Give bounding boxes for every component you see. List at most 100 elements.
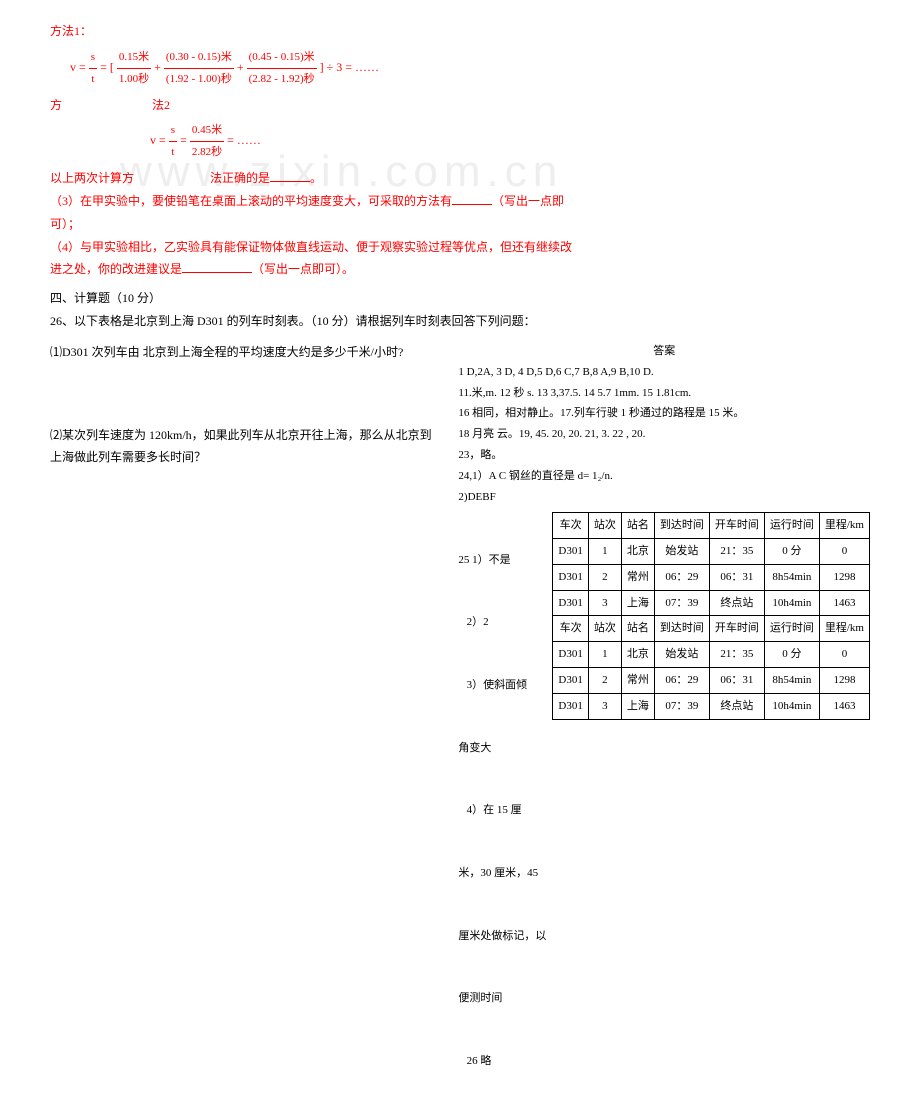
table-cell: 上海 xyxy=(621,590,654,616)
blank-2 xyxy=(452,193,492,205)
table-cell: 始发站 xyxy=(654,538,709,564)
answers-title: 答案 xyxy=(458,341,870,362)
table-cell: 0 分 xyxy=(764,642,819,668)
table-row: D3011北京始发站21：350 分0 xyxy=(553,642,870,668)
table-cell: 06：31 xyxy=(709,564,764,590)
table-cell: 8h54min xyxy=(764,564,819,590)
table-cell: 0 分 xyxy=(764,538,819,564)
table-header-cell: 站次 xyxy=(588,512,621,538)
q26-2: ⑵某次列车速度为 120km/h，如果此列车从北京开往上海，那么从北京到上海做此… xyxy=(50,424,440,470)
table-header-cell: 车次 xyxy=(553,616,588,642)
table-header-cell: 站名 xyxy=(621,512,654,538)
q4c: （写出一点即可）。 xyxy=(252,262,354,276)
method2-row: 方 法2 xyxy=(50,94,870,117)
ans-l1: 1 D,2A, 3 D, 4 D,5 D,6 C,7 B,8 A,9 B,10 … xyxy=(458,362,870,383)
timetable-1: 车次站次站名到达时间开车时间运行时间里程/kmD3011北京始发站21：350 … xyxy=(552,512,870,617)
table-cell: 常州 xyxy=(621,668,654,694)
q3-line: （3）在甲实验中，要使铅笔在桌面上滚动的平均速度变大，可采取的方法有 （写出一点即 xyxy=(50,190,870,213)
table-header-cell: 到达时间 xyxy=(654,616,709,642)
m2-right: 法2 xyxy=(152,94,170,117)
table-cell: D301 xyxy=(553,564,588,590)
table-header-cell: 里程/km xyxy=(819,616,869,642)
table-row: D3013上海07：39终点站10h4min1463 xyxy=(553,694,870,720)
table-cell: 06：31 xyxy=(709,668,764,694)
q3-tail: （写出一点即 xyxy=(492,194,564,208)
table-row: D3013上海07：39终点站10h4min1463 xyxy=(553,590,870,616)
table-cell: 1463 xyxy=(819,694,869,720)
ans25-4c: 厘米处做标记，以 xyxy=(458,926,546,947)
table-cell: 终点站 xyxy=(709,590,764,616)
table-cell: 北京 xyxy=(621,538,654,564)
table-cell: D301 xyxy=(553,590,588,616)
table-header-cell: 站次 xyxy=(588,616,621,642)
table-header-cell: 开车时间 xyxy=(709,616,764,642)
table-header-cell: 开车时间 xyxy=(709,512,764,538)
table-cell: D301 xyxy=(553,538,588,564)
m2-left: 方 xyxy=(50,94,62,117)
table-cell: 07：39 xyxy=(654,590,709,616)
table-cell: 北京 xyxy=(621,642,654,668)
ans26: 26 略 xyxy=(458,1051,546,1072)
page-content: 方法1： v = st = [ 0.15米1.00秒 + (0.30 - 0.1… xyxy=(50,20,870,1114)
table-cell: 21：35 xyxy=(709,538,764,564)
table-cell: 始发站 xyxy=(654,642,709,668)
f1-st: st xyxy=(89,47,97,90)
q3-tail2: 可）； xyxy=(50,213,870,236)
f2-main: 0.45米2.82秒 xyxy=(190,120,224,163)
formula-2: v = st = 0.45米2.82秒 = …… xyxy=(150,120,870,163)
table-cell: 10h4min xyxy=(764,590,819,616)
table-header-cell: 站名 xyxy=(621,616,654,642)
q3-text: （3）在甲实验中，要使铅笔在桌面上滚动的平均速度变大，可采取的方法有 xyxy=(50,194,452,208)
blank-1 xyxy=(270,170,310,182)
table-cell: 1298 xyxy=(819,564,869,590)
table-cell: 3 xyxy=(588,694,621,720)
table-cell: 3 xyxy=(588,590,621,616)
blank-3 xyxy=(182,261,252,273)
left-column: ⑴D301 次列车由 北京到上海全程的平均速度大约是多少千米/小时? ⑵某次列车… xyxy=(50,341,440,1114)
ans-l3: 16 相同，相对静止。17.列车行驶 1 秒通过的路程是 15 米。 xyxy=(458,403,870,424)
ans25-4b: 米，30 厘米，45 xyxy=(458,863,546,884)
table-cell: D301 xyxy=(553,642,588,668)
section-4-title: 四、计算题（10 分） xyxy=(50,287,870,310)
table-header-cell: 运行时间 xyxy=(764,616,819,642)
q4b: 进之处，你的改进建议是 xyxy=(50,262,182,276)
method1-label: 方法1： xyxy=(50,20,870,43)
table-cell: 2 xyxy=(588,668,621,694)
q26-1: ⑴D301 次列车由 北京到上海全程的平均速度大约是多少千米/小时? xyxy=(50,341,440,364)
ans-l5: 23，略。 xyxy=(458,445,870,466)
ans25-2: 2）2 xyxy=(458,612,546,633)
table-row: D3011北京始发站21：350 分0 xyxy=(553,538,870,564)
table-cell: 1 xyxy=(588,642,621,668)
ans-l4: 18 月亮 云。19, 45. 20, 20. 21, 3. 22 , 20. xyxy=(458,424,870,445)
table-cell: 上海 xyxy=(621,694,654,720)
ans25-col: 25 1）不是 2）2 3）使斜面倾 角变大 4）在 15 厘 米，30 厘米，… xyxy=(458,508,546,1114)
f1-c: (0.45 - 0.15)米(2.82 - 1.92)秒 xyxy=(247,47,317,90)
f2-st: st xyxy=(169,120,177,163)
q26: 26、以下表格是北京到上海 D301 的列车时刻表。（10 分）请根据列车时刻表… xyxy=(50,310,870,333)
table-cell: 06：29 xyxy=(654,668,709,694)
f1-a: 0.15米1.00秒 xyxy=(117,47,151,90)
f1-pre: v = xyxy=(70,60,89,74)
table-cell: D301 xyxy=(553,668,588,694)
table-header-cell: 运行时间 xyxy=(764,512,819,538)
correct-a: 以上两次计算方 xyxy=(50,171,134,185)
correct-b: 法正确的是 xyxy=(210,171,270,185)
ans-l2: 11.米,m. 12 秒 s. 13 3,37.5. 14 5.7 1mm. 1… xyxy=(458,383,870,404)
table-cell: 1 xyxy=(588,538,621,564)
f1-post: ÷ 3 = …… xyxy=(327,60,379,74)
table-cell: 21：35 xyxy=(709,642,764,668)
table-header-cell: 到达时间 xyxy=(654,512,709,538)
table-cell: 1463 xyxy=(819,590,869,616)
table-cell: 8h54min xyxy=(764,668,819,694)
right-column: 答案 1 D,2A, 3 D, 4 D,5 D,6 C,7 B,8 A,9 B,… xyxy=(458,341,870,1114)
correct-line: 以上两次计算方 法正确的是。 xyxy=(50,167,870,190)
table-cell: 0 xyxy=(819,538,869,564)
table-cell: 1298 xyxy=(819,668,869,694)
ans25-4: 4）在 15 厘 xyxy=(458,800,546,821)
f2-pre: v = xyxy=(150,134,169,148)
ans25-3b: 角变大 xyxy=(458,738,546,759)
tables-wrap: 车次站次站名到达时间开车时间运行时间里程/kmD3011北京始发站21：350 … xyxy=(552,508,870,720)
table-header-cell: 里程/km xyxy=(819,512,869,538)
table-header-cell: 车次 xyxy=(553,512,588,538)
table-cell: 07：39 xyxy=(654,694,709,720)
